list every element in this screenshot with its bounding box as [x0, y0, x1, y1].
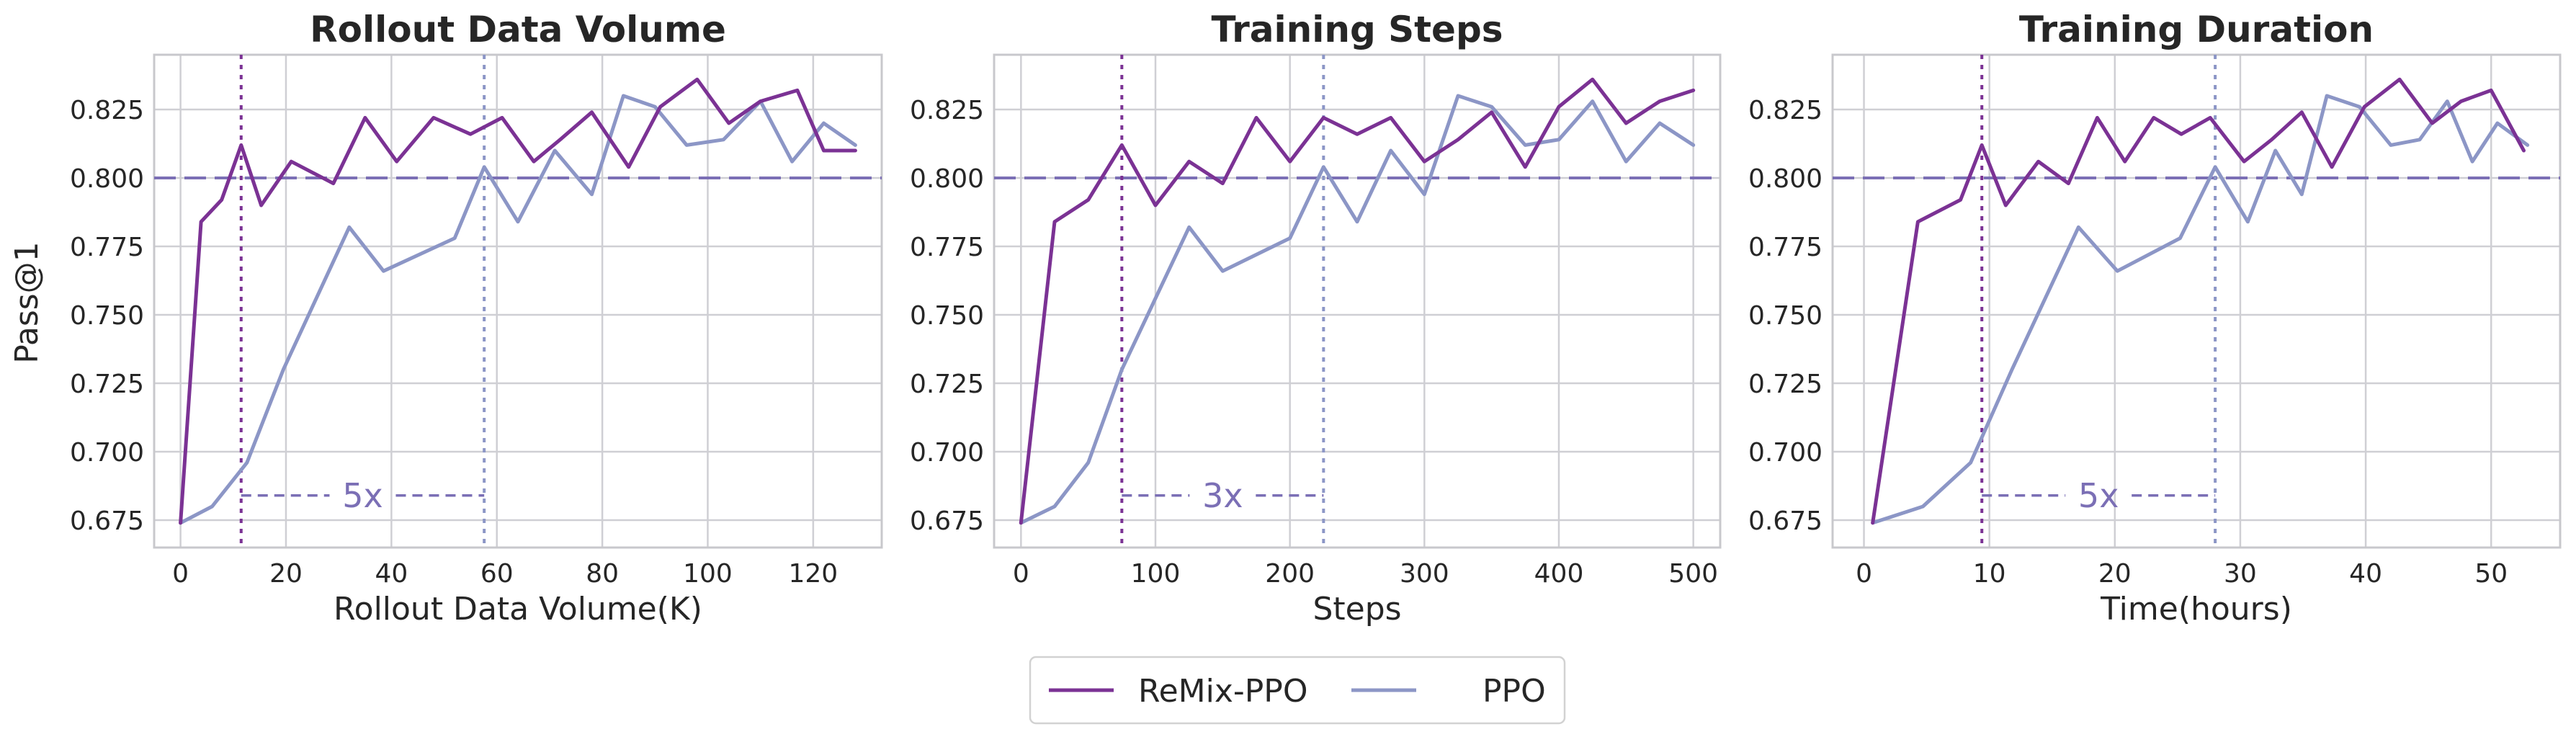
x-axis-label: Time(hours) [2100, 591, 2292, 627]
series-line-remix-ppo [1871, 77, 2526, 525]
y-tick-label: 0.725 [1748, 370, 1823, 399]
y-tick-label: 0.750 [1748, 301, 1823, 331]
speedup-label: 5x [342, 476, 383, 515]
x-tick-label: 100 [683, 559, 733, 589]
y-tick-label: 0.700 [910, 438, 984, 468]
y-tick-label: 0.675 [910, 506, 984, 536]
y-tick-label: 0.675 [70, 506, 144, 536]
y-tick-label: 0.775 [910, 233, 984, 262]
legend-label-ppo: PPO [1482, 673, 1546, 710]
series-line-remix-ppo [179, 77, 857, 525]
series-line-ppo [1871, 94, 2530, 525]
x-tick-label: 0 [1856, 559, 1872, 589]
x-tick-label: 60 [480, 559, 514, 589]
legend: ReMix-PPO PPO [1029, 656, 1566, 725]
plot-frame [993, 53, 1722, 549]
legend-frame [1029, 656, 1566, 725]
y-tick-label: 0.750 [70, 301, 144, 331]
y-tick-label: 0.725 [70, 370, 144, 399]
y-tick-label: 0.700 [70, 438, 144, 468]
y-tick-label: 0.700 [1748, 438, 1823, 468]
chart-panel-rollout-data-volume: 0 20 40 60 80 100 120 0.675 0.700 0.725 0.750 0.775… [70, 9, 883, 627]
legend-label-remix-ppo: ReMix-PPO [1138, 673, 1307, 710]
chart-title: Rollout Data Volume [310, 9, 726, 50]
speedup-label: 3x [1202, 476, 1243, 515]
x-axis-label: Rollout Data Volume(K) [334, 591, 702, 627]
chart-title: Training Steps [1211, 9, 1503, 50]
chart-panel-training-duration: 0 10 20 30 40 50 0.675 0.700 0.725 0.750 0.775 0.80… [1748, 9, 2562, 627]
x-tick-label: 100 [1131, 559, 1181, 589]
y-tick-label: 0.825 [1748, 96, 1823, 125]
y-tick-label: 0.825 [70, 96, 144, 125]
y-tick-label: 0.750 [910, 301, 984, 331]
plot-frame [153, 53, 883, 549]
y-tick-label: 0.725 [910, 370, 984, 399]
series-line-ppo [1019, 94, 1696, 525]
x-tick-label: 10 [1973, 559, 2006, 589]
y-tick-label: 0.800 [910, 164, 984, 194]
speedup-label: 5x [2078, 476, 2119, 515]
y-axis-label: Pass@1 [9, 241, 45, 363]
panels: 0 20 40 60 80 100 1200.6750.7000.7250.7500.775… [70, 9, 2562, 627]
y-tick-label: 0.800 [1748, 164, 1823, 194]
x-tick-label: 500 [1668, 559, 1718, 589]
y-tick-label: 0.825 [910, 96, 984, 125]
x-axis-label: Steps [1312, 591, 1401, 627]
x-tick-label: 120 [788, 559, 838, 589]
x-tick-label: 50 [2474, 559, 2508, 589]
x-tick-label: 30 [2224, 559, 2257, 589]
x-tick-label: 400 [1534, 559, 1584, 589]
y-tick-label: 0.675 [1748, 506, 1823, 536]
x-tick-label: 0 [172, 559, 189, 589]
x-tick-label: 40 [2349, 559, 2382, 589]
x-tick-label: 40 [375, 559, 408, 589]
y-tick-label: 0.775 [1748, 233, 1823, 262]
y-tick-label: 0.800 [70, 164, 144, 194]
chart-title: Training Duration [2019, 9, 2374, 50]
x-tick-label: 20 [269, 559, 303, 589]
x-tick-label: 80 [586, 559, 619, 589]
chart-panel-training-steps: 0 100 200 300 400 500 0.675 0.700 0.725 0.750 0.77… [910, 9, 1722, 627]
x-tick-label: 300 [1400, 559, 1449, 589]
series-line-remix-ppo [1019, 77, 1696, 525]
plot-frame [1831, 53, 2562, 549]
x-tick-label: 20 [2098, 559, 2132, 589]
x-tick-label: 200 [1265, 559, 1315, 589]
y-tick-label: 0.775 [70, 233, 144, 262]
series-line-ppo [179, 94, 857, 525]
x-tick-label: 0 [1013, 559, 1029, 589]
